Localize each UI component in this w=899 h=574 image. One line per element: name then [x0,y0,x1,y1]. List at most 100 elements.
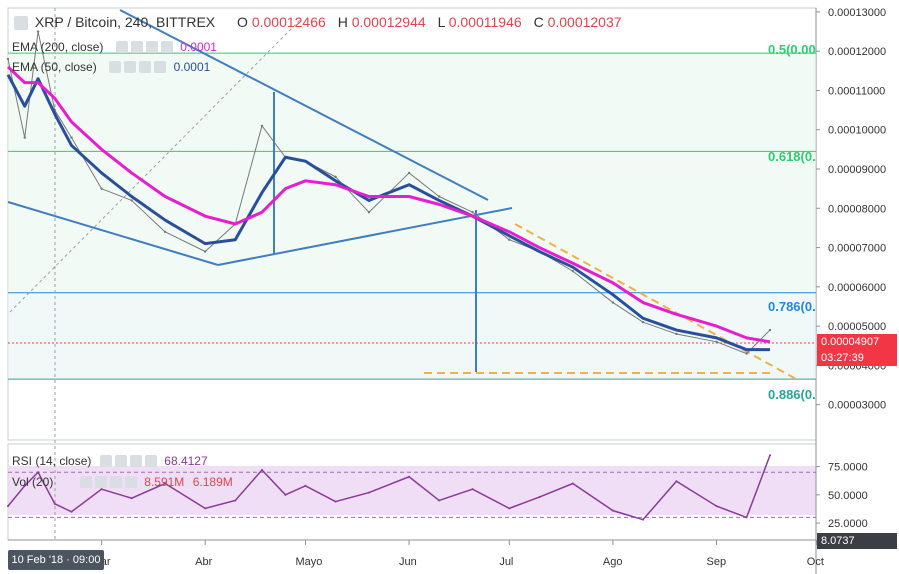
rsi-point [284,493,287,496]
more-icon[interactable] [139,60,152,73]
rsi-point [164,482,167,485]
x-tick-label: Sep [707,556,727,568]
open-label: O [237,14,248,30]
vol-value-2: 6.189M [192,475,233,489]
y-tick-label: 0.00003000 [828,400,886,412]
y-tick-label: 0.00010000 [828,125,886,137]
y-tick-label: 0.00005000 [828,321,886,333]
rsi-point [675,480,678,483]
series-0-point [745,352,748,355]
series-0-point [611,301,615,304]
close-label: C [533,14,544,30]
series-0-point [260,124,264,128]
series-0-point [130,199,133,202]
fib-label-0: 0.5(0.00 [768,42,816,57]
y-tick-label: 0.00008000 [828,203,886,215]
y-tick-label: 0.00009000 [828,164,886,176]
rsi-point [304,484,307,487]
rsi-tick-label: 25.0000 [828,518,868,530]
rsi-point [234,499,237,502]
rsi-point [204,507,207,510]
volume-tag: 8.0737 [817,533,897,549]
visibility-icon[interactable] [109,60,122,73]
rsi-point [642,518,644,521]
ema50-value: 0.0001 [173,60,211,74]
rsi-point [438,499,441,502]
ema200-legend[interactable]: EMA (200, close) 0.0001 [12,38,217,56]
vol-label: Vol (20) [12,475,54,489]
y-tick-label: 0.00011000 [828,85,885,97]
rsi-tick-label: 50.0000 [828,490,868,502]
series-0-point [571,269,575,273]
angle-guide [9,19,301,313]
series-0-point [715,340,718,344]
rsi-tick-label: 75.0000 [828,462,868,474]
countdown-tag: 03:27:39 [817,350,897,366]
high-label: H [337,14,348,30]
rsi-point [334,500,337,503]
trendline-support [217,207,513,266]
collapse-icon[interactable] [14,16,28,31]
rsi-label: RSI (14, close) [12,454,92,468]
fib-band [8,292,816,380]
rsi-value: 68.4127 [164,454,208,468]
y-tick-label: 0.00012000 [828,46,886,58]
series-0-point [675,332,678,336]
rsi-point [367,491,370,494]
low-value: 0.00011946 [448,14,522,30]
rsi-point [745,516,748,519]
series-0-point [768,328,772,332]
settings-icon[interactable] [124,60,137,73]
trendline-lower [7,201,219,266]
series-0-point [471,211,474,214]
settings-icon[interactable] [94,475,107,488]
series-0-point [6,57,10,61]
y-tick-label: 0.00013000 [828,7,886,19]
vol-legend[interactable]: Vol (20) 8.591M 6.189M [12,473,233,491]
rsi-point [471,488,474,491]
more-icon[interactable] [109,475,122,488]
settings-icon[interactable] [130,40,143,53]
series-0-point [437,195,441,198]
rsi-point [769,454,771,457]
rsi-band [8,466,816,515]
rsi-legend[interactable]: RSI (14, close) 68.4127 [12,452,208,470]
more-icon[interactable] [129,454,142,467]
series-0-point [367,211,371,214]
trendline-upper [119,9,489,201]
series-0-point [70,136,73,139]
series-0-point [203,250,207,253]
close-icon[interactable] [160,40,173,53]
rsi-point [571,482,574,485]
series-0-point [508,238,511,241]
ema50-legend[interactable]: EMA (50, close) 0.0001 [12,58,210,76]
close-value: 0.00012037 [547,14,622,30]
close-icon[interactable] [154,60,167,73]
x-tick-label: Abr [195,556,212,568]
symbol-title: XRP / Bitcoin, 240, BITTREX [34,14,216,30]
x-tick-label: Oct [807,556,824,568]
vol-value-1: 8.591M [144,475,185,489]
y-tick-label: 0.00006000 [828,282,886,294]
rsi-point [538,496,541,499]
x-tick-label: Mayo [295,556,322,568]
visibility-icon[interactable] [115,40,128,53]
visibility-icon[interactable] [99,454,112,467]
rsi-point [100,488,103,491]
rsi-point [53,502,56,505]
series-0-point [407,171,411,175]
rsi-point [37,471,40,474]
settings-icon[interactable] [114,454,127,467]
visibility-icon[interactable] [79,475,92,488]
ema50-label: EMA (50, close) [12,60,97,74]
low-label: L [437,14,445,30]
rsi-point [23,484,26,487]
more-icon[interactable] [145,40,158,53]
x-tick-label: Ago [603,556,623,568]
ema200-value: 0.0001 [180,40,217,54]
rsi-point [508,507,511,510]
close-icon[interactable] [144,454,157,467]
y-tick-label: 0.00007000 [828,243,886,255]
series-0-point [163,230,167,234]
close-icon[interactable] [124,475,137,488]
